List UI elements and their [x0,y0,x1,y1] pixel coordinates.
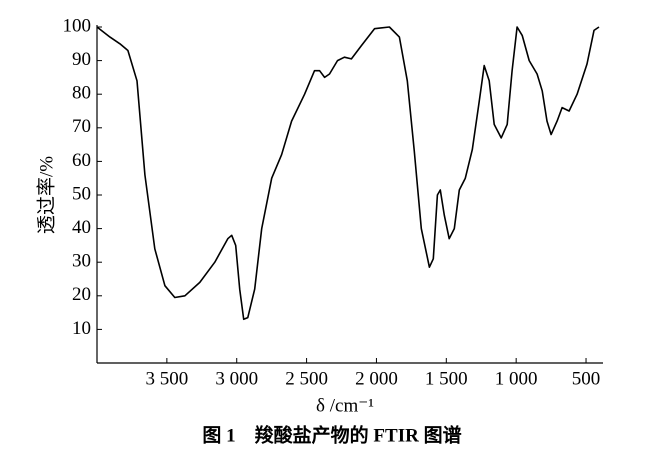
x-axis-label: δ /cm⁻¹ [316,395,374,416]
y-tick-label: 100 [63,15,92,36]
y-tick-label: 80 [72,83,91,104]
x-tick-label: 500 [572,368,601,389]
y-tick-label: 70 [72,116,91,137]
x-tick-label: 1 000 [495,368,538,389]
y-tick-label: 40 [72,217,91,238]
x-tick-label: 2 000 [355,368,398,389]
y-tick-label: 10 [72,318,91,339]
x-tick-label: 2 500 [285,368,328,389]
y-tick-label: 20 [72,284,91,305]
x-tick-label: 1 500 [425,368,468,389]
y-axis-label: 透过率/% [35,156,57,234]
x-tick-label: 3 500 [145,368,188,389]
caption: 图 1 羧酸盐产物的 FTIR 图谱 [202,423,461,446]
y-tick-label: 60 [72,150,91,171]
y-tick-label: 50 [72,183,91,204]
y-tick-label: 90 [72,49,91,70]
x-tick-label: 3 000 [215,368,258,389]
spectrum-line [96,26,600,321]
y-tick-label: 30 [72,251,91,272]
